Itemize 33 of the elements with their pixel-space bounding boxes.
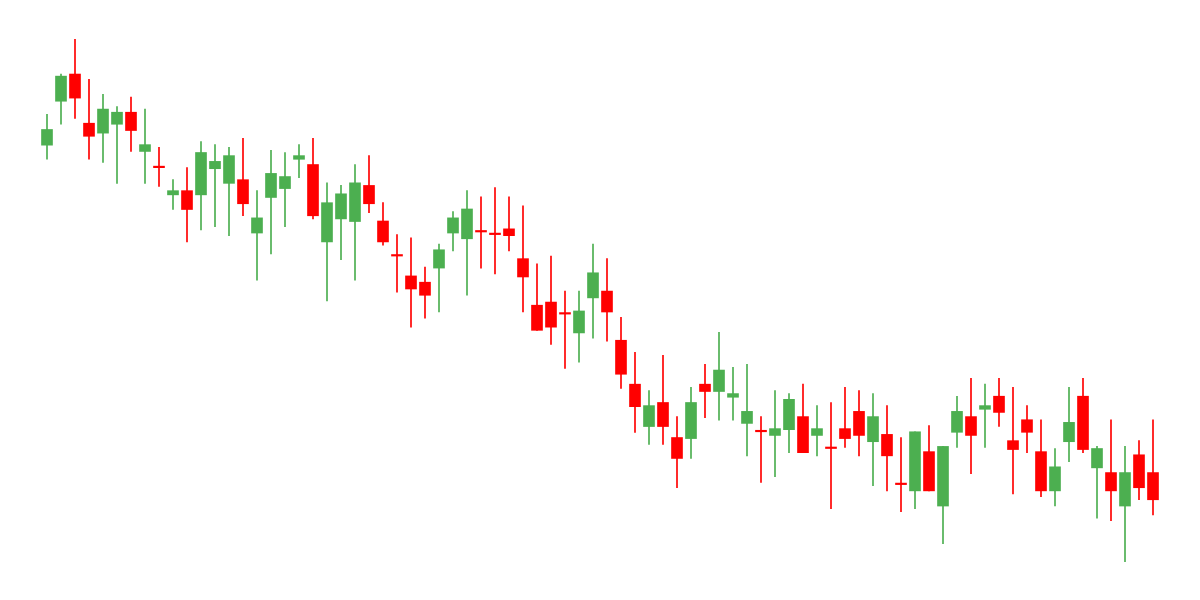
candlestick (727, 367, 739, 421)
candlestick (251, 190, 263, 281)
candlestick (279, 152, 291, 228)
candlestick (293, 144, 305, 178)
candlestick (167, 179, 179, 210)
candlestick (83, 78, 95, 160)
candlestick (517, 205, 529, 313)
candlestick (489, 187, 501, 275)
candlestick (559, 290, 571, 369)
candlestick (979, 383, 991, 448)
candlestick (769, 390, 781, 478)
candlestick (601, 258, 613, 342)
candlestick (839, 386, 851, 448)
candlestick (741, 363, 753, 457)
candlestick (713, 332, 725, 421)
candlestick (475, 196, 487, 269)
candlestick (391, 234, 403, 293)
candlestick (699, 363, 711, 418)
candlestick (881, 405, 893, 492)
candlestick (139, 108, 151, 184)
candlestick (825, 402, 837, 509)
candlestick (1105, 419, 1117, 522)
candlestick (503, 196, 515, 252)
candlestick (965, 378, 977, 474)
candlestick (755, 416, 767, 483)
candlestick (811, 405, 823, 457)
candlestick (895, 437, 907, 513)
candlestick (1007, 386, 1019, 495)
candlestick (209, 144, 221, 228)
candlestick (111, 106, 123, 184)
candlestick (153, 146, 165, 187)
candlestick (405, 237, 417, 328)
candlestick (265, 150, 277, 255)
